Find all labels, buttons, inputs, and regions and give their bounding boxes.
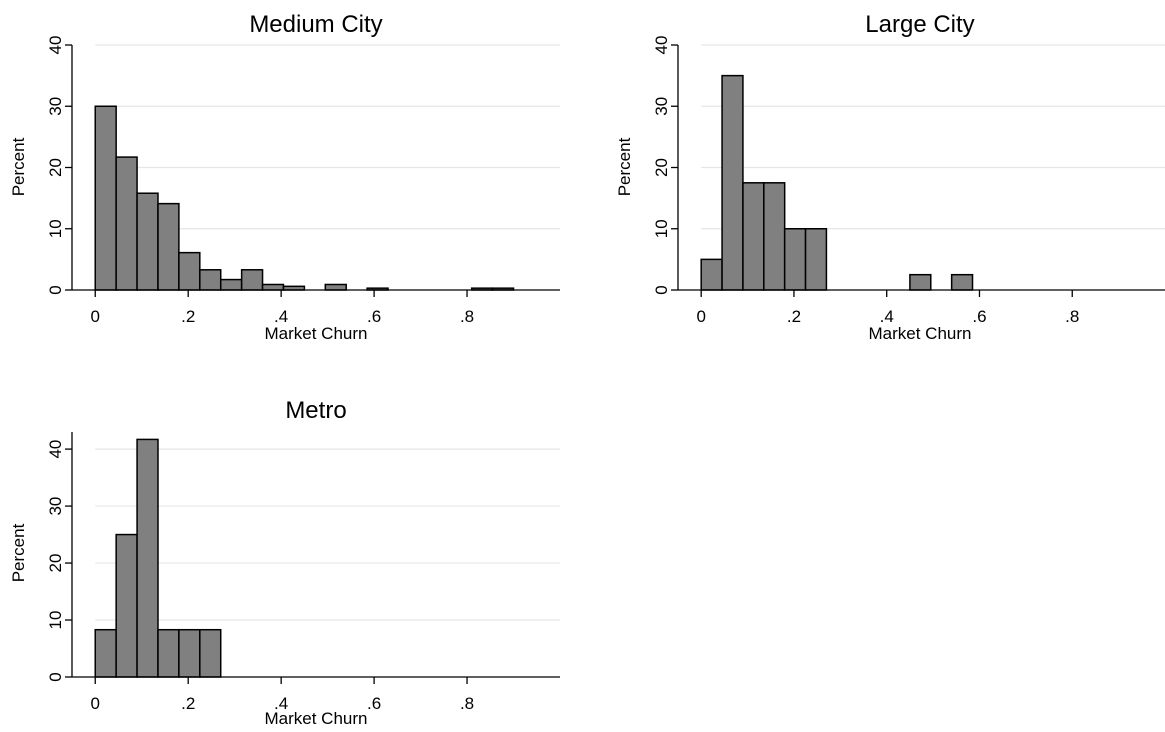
histogram-bar xyxy=(804,228,828,291)
y-tick-label: 0 xyxy=(46,672,65,681)
x-tick-label: .2 xyxy=(787,307,801,326)
histogram-bar xyxy=(157,628,180,678)
x-tick-label: .8 xyxy=(460,694,474,713)
histogram-bar xyxy=(950,273,974,291)
y-tick-label: 20 xyxy=(46,158,65,177)
x-tick-label: .6 xyxy=(972,307,986,326)
x-axis-label: Market Churn xyxy=(265,324,368,343)
y-tick-label: 10 xyxy=(652,219,671,238)
y-axis-label: Percent xyxy=(9,523,28,582)
x-tick-label: .4 xyxy=(274,694,288,713)
y-tick-label: 40 xyxy=(46,36,65,55)
x-tick-label: .8 xyxy=(1065,307,1079,326)
y-tick-label: 30 xyxy=(46,497,65,516)
y-tick-label: 30 xyxy=(652,97,671,116)
histogram-bar xyxy=(742,182,765,291)
histogram-bar xyxy=(136,192,159,291)
histogram-bar xyxy=(324,283,347,291)
histogram-bar xyxy=(94,628,117,678)
histogram-bar xyxy=(721,74,744,291)
histogram-bar xyxy=(115,533,138,678)
x-tick-label: .6 xyxy=(367,307,381,326)
x-tick-label: 0 xyxy=(91,694,100,713)
y-tick-label: 0 xyxy=(46,285,65,294)
x-tick-label: .8 xyxy=(460,307,474,326)
histogram-bar xyxy=(94,105,117,291)
histogram-panel-1: 0 10 20 30 40 0 .2 .4 .6 .8 Medium City Market Chur… xyxy=(9,11,560,343)
histogram-bar xyxy=(178,251,201,291)
x-tick-label: .6 xyxy=(367,694,381,713)
histogram-bar xyxy=(700,258,723,291)
x-tick-label: .2 xyxy=(181,307,195,326)
histogram-bar xyxy=(115,156,138,291)
y-tick-label: 30 xyxy=(46,97,65,116)
y-axis-label: Percent xyxy=(9,137,28,196)
x-tick-label: .2 xyxy=(181,694,195,713)
x-tick-label: 0 xyxy=(91,307,100,326)
histogram-bar xyxy=(178,628,201,678)
histogram-panel-3: 0 10 20 30 40 0 .2 .4 .6 .8 Metro Market Churn Perce… xyxy=(9,397,560,728)
histogram-bar xyxy=(219,278,243,291)
panel-title: Large City xyxy=(865,11,974,38)
histogram-bar xyxy=(199,628,222,678)
x-axis-label: Market Churn xyxy=(265,709,368,728)
histogram-bar xyxy=(261,283,285,291)
histogram-bar xyxy=(199,269,222,291)
x-tick-label: .4 xyxy=(880,307,894,326)
y-tick-label: 0 xyxy=(652,285,671,294)
y-tick-label: 20 xyxy=(46,554,65,573)
x-tick-label: .4 xyxy=(274,307,288,326)
x-axis-label: Market Churn xyxy=(869,324,972,343)
histogram-bar xyxy=(909,273,932,291)
y-tick-label: 10 xyxy=(46,219,65,238)
y-tick-label: 40 xyxy=(652,36,671,55)
histogram-bar xyxy=(763,182,786,291)
x-tick-label: 0 xyxy=(696,307,705,326)
panel-title: Medium City xyxy=(249,11,382,38)
histogram-bar xyxy=(157,202,180,291)
y-axis-label: Percent xyxy=(615,137,634,196)
histogram-bar xyxy=(783,228,807,291)
histogram-panel-2: 0 10 20 30 40 0 .2 .4 .6 .8 Large City Market Churn… xyxy=(615,11,1165,343)
histogram-bar xyxy=(136,438,159,678)
y-tick-label: 10 xyxy=(46,611,65,630)
y-tick-label: 40 xyxy=(46,440,65,459)
panel-title: Metro xyxy=(285,397,346,424)
y-tick-label: 20 xyxy=(652,158,671,177)
histogram-bar xyxy=(240,269,264,291)
